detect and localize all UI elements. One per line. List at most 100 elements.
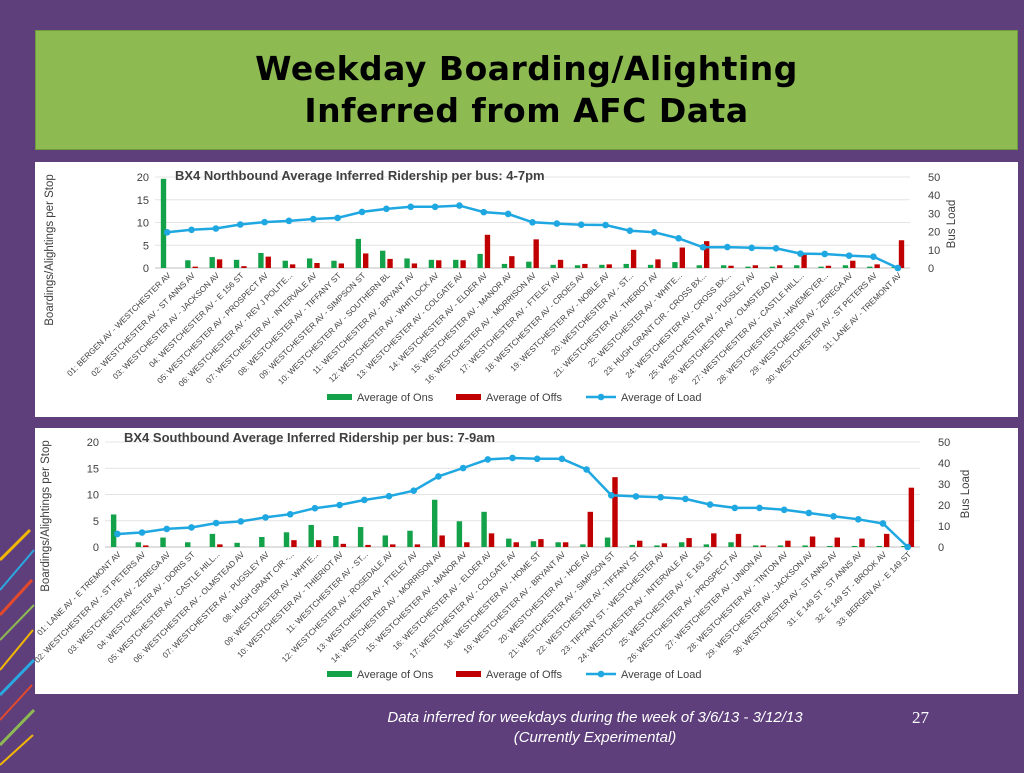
bar-ons	[407, 530, 413, 547]
bar-ons	[672, 262, 678, 268]
load-point	[682, 495, 689, 503]
load-point	[805, 509, 813, 517]
bar-ons	[555, 542, 561, 547]
bar-ons	[110, 514, 117, 547]
bar-offs	[908, 487, 915, 547]
y-tick-label: 10	[137, 218, 149, 230]
y2-tick-label: 40	[938, 458, 950, 470]
bar-ons	[703, 544, 710, 547]
y-tick-label: 5	[143, 240, 149, 252]
bar-offs	[460, 260, 466, 268]
legend-swatch	[327, 671, 352, 677]
bar-ons	[629, 544, 635, 547]
slide-title-line-2: Inferred from AFC Data	[304, 91, 749, 130]
load-point	[577, 221, 585, 228]
y2-tick-label: 50	[938, 437, 950, 449]
load-point	[261, 218, 268, 226]
bar-ons	[431, 499, 438, 547]
load-point	[484, 456, 492, 463]
legend-marker	[597, 670, 605, 678]
legend-label: Average of Load	[621, 669, 702, 681]
bar-offs	[785, 540, 791, 547]
y-tick-label: 20	[87, 437, 99, 449]
bar-ons	[234, 542, 240, 547]
bar-ons	[842, 265, 849, 268]
title-banner: Weekday Boarding/Alighting Inferred from…	[35, 30, 1018, 150]
bar-ons	[678, 542, 685, 547]
load-point	[459, 464, 467, 472]
y-tick-label: 5	[93, 516, 99, 528]
bar-offs	[291, 540, 297, 547]
bar-ons	[160, 537, 166, 547]
legend-label: Average of Offs	[486, 669, 563, 681]
legend-swatch	[327, 394, 352, 400]
load-point	[435, 473, 442, 480]
legend-label: Average of Ons	[357, 392, 434, 404]
legend-label: Average of Offs	[486, 392, 563, 404]
bar-ons	[526, 261, 532, 268]
bar-offs	[850, 260, 856, 268]
load-point	[657, 493, 664, 501]
bar-ons	[453, 259, 459, 268]
bar-offs	[509, 256, 515, 268]
bar-offs	[192, 266, 198, 268]
bar-offs	[488, 533, 495, 547]
load-point	[358, 208, 366, 216]
bar-offs	[587, 511, 594, 547]
bar-ons	[404, 258, 410, 268]
load-point	[772, 245, 780, 252]
load-line	[117, 456, 909, 548]
bar-ons	[745, 266, 751, 268]
bar-offs	[859, 538, 865, 547]
y2-axis-label: Bus Load	[946, 200, 958, 249]
y2-tick-label: 10	[928, 245, 940, 257]
bar-ons	[481, 511, 487, 547]
bar-offs	[834, 537, 840, 547]
legend-label: Average of Load	[621, 392, 702, 404]
bar-ons	[818, 266, 824, 268]
southbound-chart: 0 5 10 15 20 0 10 20 30 40 50 Boardings/Alightings …	[35, 430, 972, 681]
load-point	[410, 487, 418, 495]
load-point	[533, 455, 541, 463]
load-point	[385, 492, 393, 500]
bar-ons	[580, 544, 586, 547]
y2-tick-label: 40	[928, 190, 940, 202]
bar-ons	[867, 266, 873, 268]
bar-offs	[436, 260, 442, 268]
load-point	[583, 466, 590, 473]
slide-title-line-1: Weekday Boarding/Alighting	[255, 49, 798, 88]
load-point	[602, 221, 609, 229]
bar-ons	[209, 257, 215, 268]
category-label: 10: WESTCHESTER AV - SOUTHERN BL	[276, 271, 392, 387]
footer-note: Data inferred for weekdays during the we…	[300, 708, 890, 748]
bar-ons	[753, 545, 759, 547]
bar-offs	[464, 542, 470, 547]
load-point	[138, 529, 146, 536]
load-point	[212, 519, 220, 527]
bar-ons	[647, 264, 654, 268]
y2-tick-label: 20	[938, 500, 950, 512]
bar-ons	[185, 260, 191, 268]
bar-ons	[550, 264, 556, 268]
bar-offs	[387, 258, 393, 268]
load-point	[310, 215, 317, 223]
load-point	[188, 226, 195, 234]
bar-offs	[606, 264, 612, 268]
load-point	[236, 221, 244, 228]
bar-ons	[308, 524, 314, 547]
load-point	[845, 252, 853, 259]
load-point	[237, 518, 245, 525]
bar-offs	[636, 540, 643, 547]
bar-ons	[728, 542, 734, 547]
bar-offs	[533, 239, 539, 268]
legend-item-2: Average of Offs	[456, 669, 563, 681]
legend-item-1: Average of Ons	[327, 392, 434, 404]
bar-offs	[557, 259, 564, 268]
bar-offs	[752, 265, 759, 268]
load-point	[821, 250, 829, 258]
bar-offs	[315, 540, 322, 547]
bar-ons	[477, 253, 483, 268]
legend-item-1: Average of Ons	[327, 669, 434, 681]
footer-note-line-2: (Currently Experimental)	[513, 729, 677, 746]
bar-offs	[679, 247, 685, 268]
